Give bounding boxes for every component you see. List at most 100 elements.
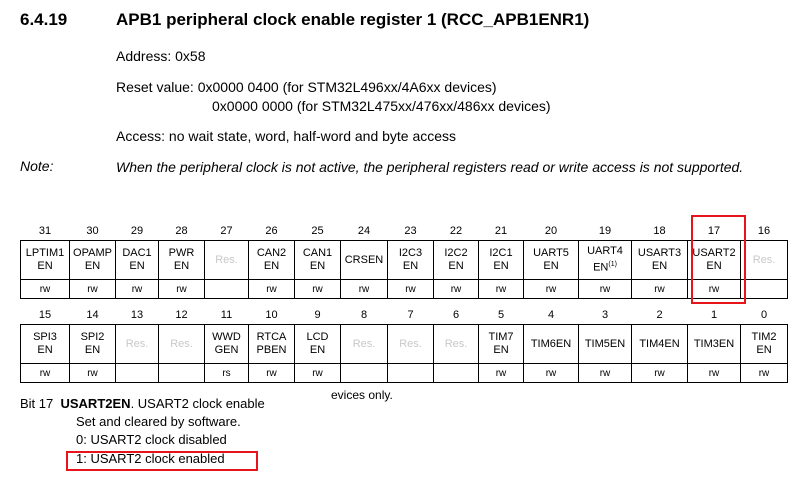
field-name-part: WWD <box>212 331 241 343</box>
field-name: TIM7 EN <box>478 324 524 364</box>
bit-number: 31 <box>38 224 52 237</box>
field-name-part: Res. <box>444 337 468 350</box>
access-type <box>433 363 479 383</box>
bit-number: 11 <box>220 308 233 321</box>
register-table-upper: 31 30 29 28 27 26 25 24 23 22 21 20 19 18 17 16 LPTIM1 EN… <box>20 222 788 299</box>
field-name-part: PBEN <box>256 344 287 356</box>
access-type: rw <box>340 279 388 299</box>
field-name: RTCA PBEN <box>248 324 295 364</box>
field-name: SPI2 EN <box>69 324 116 364</box>
access-type: rw <box>158 279 205 299</box>
bit-description-heading: Bit 17 USART2EN. USART2 clock enable <box>20 396 265 411</box>
note-text: When the peripheral clock is not active,… <box>116 159 744 175</box>
bit-number: 19 <box>598 224 612 237</box>
field-name-part: TIM5EN <box>584 337 626 350</box>
field-name-part: EN <box>651 260 668 272</box>
field-name: TIM5EN <box>578 324 632 364</box>
field-name-part: LCD <box>306 331 329 343</box>
field-name-part: EN <box>263 260 280 272</box>
field-name-part: CRSEN <box>344 253 384 266</box>
bit-description-line-3: 1: USART2 clock enabled <box>76 451 225 466</box>
access-type: rw <box>578 363 632 383</box>
field-name-part: EN <box>493 344 509 356</box>
field-name: WWD GEN <box>204 324 249 364</box>
bit-number: 26 <box>265 224 278 237</box>
bit-number: 5 <box>497 308 505 321</box>
field-name-part: Res. <box>352 337 376 350</box>
bit-number: 30 <box>86 224 99 237</box>
access-type: rw <box>433 279 479 299</box>
field-name-part: I2C1 <box>489 247 513 259</box>
field-name-part: EN <box>84 260 101 272</box>
bit-number: 10 <box>265 308 278 321</box>
field-name: SPI3 EN <box>20 324 70 364</box>
access-type: rw <box>631 279 688 299</box>
field-name-part: RTCA <box>256 331 287 343</box>
reserved-field: Res. <box>340 324 388 364</box>
note-label: Note: <box>20 158 54 174</box>
field-name: TIM6EN <box>523 324 579 364</box>
access-description: Access: no wait state, word, half-word a… <box>116 128 457 144</box>
access-type: rw <box>20 279 70 299</box>
field-name: TIM3EN <box>687 324 741 364</box>
field-name-part: SPI3 <box>33 331 57 343</box>
section-number: 6.4.19 <box>20 10 68 29</box>
bit-number: 7 <box>407 308 414 321</box>
field-name-part: Res. <box>170 337 193 350</box>
field-name-part: EN <box>173 260 190 272</box>
field-name-part: EN <box>129 260 145 272</box>
bit-number: 18 <box>653 224 666 237</box>
access-type <box>387 363 434 383</box>
access-type: rw <box>115 279 159 299</box>
bit-label: Bit 17 <box>20 396 54 411</box>
field-name: USART2 EN <box>687 240 741 280</box>
field-name-part: EN <box>309 344 326 356</box>
field-name: TIM2 EN <box>740 324 788 364</box>
access-type: rw <box>687 363 741 383</box>
field-name-part: EN <box>448 260 464 272</box>
bit-number: 6 <box>452 308 460 321</box>
field-name-part: PWR <box>168 247 195 259</box>
access-type <box>158 363 205 383</box>
register-table-lower: 15 14 13 12 11 10 9 8 7 6 5 4 3 2 1 0 SPI3 EN SPI2 EN Res. Re… <box>20 306 788 383</box>
field-name-part: OPAMP <box>73 247 112 259</box>
field-name-part: USART3 <box>637 247 682 259</box>
field-name-part: CAN1 <box>302 247 333 259</box>
bit-number: 15 <box>38 308 52 321</box>
bit-number: 21 <box>494 224 508 237</box>
field-name-part: EN <box>493 260 509 272</box>
field-name-part: EN <box>543 260 559 272</box>
bit-field-title: USART2 clock enable <box>137 396 265 411</box>
bit-number: 22 <box>449 224 463 237</box>
field-name-part: EN <box>756 344 772 356</box>
field-name-part: Res. <box>125 337 149 350</box>
bit-number: 9 <box>314 308 321 321</box>
bit-number: 25 <box>311 224 324 237</box>
bit-number: 20 <box>544 224 558 237</box>
reserved-field: Res. <box>740 240 788 280</box>
register-address: Address: 0x58 <box>116 48 206 64</box>
access-type: rw <box>478 279 524 299</box>
reserved-field: Res. <box>115 324 159 364</box>
reserved-field: Res. <box>158 324 205 364</box>
access-type: rw <box>248 363 295 383</box>
field-name: CRSEN <box>340 240 388 280</box>
access-type <box>740 279 788 299</box>
bit-number: 23 <box>404 224 417 237</box>
footnote-fragment: evices only. <box>331 388 393 402</box>
field-name-part: TIM3EN <box>693 337 735 350</box>
access-type: rs <box>204 363 249 383</box>
highlight-box-enabled <box>66 451 258 471</box>
field-name-part: Res. <box>752 253 776 266</box>
access-type: rw <box>69 363 116 383</box>
field-name-part: CAN2 <box>256 247 287 259</box>
field-name-part: GEN <box>214 344 239 356</box>
field-name-part: I2C2 <box>444 247 468 259</box>
field-name: DAC1 EN <box>115 240 159 280</box>
field-name: CAN1 EN <box>294 240 341 280</box>
field-name: I2C2 EN <box>433 240 479 280</box>
field-name-part: TIM6EN <box>530 337 572 350</box>
bit-description-line-1: Set and cleared by software. <box>76 414 241 429</box>
reserved-field: Res. <box>433 324 479 364</box>
access-type <box>115 363 159 383</box>
